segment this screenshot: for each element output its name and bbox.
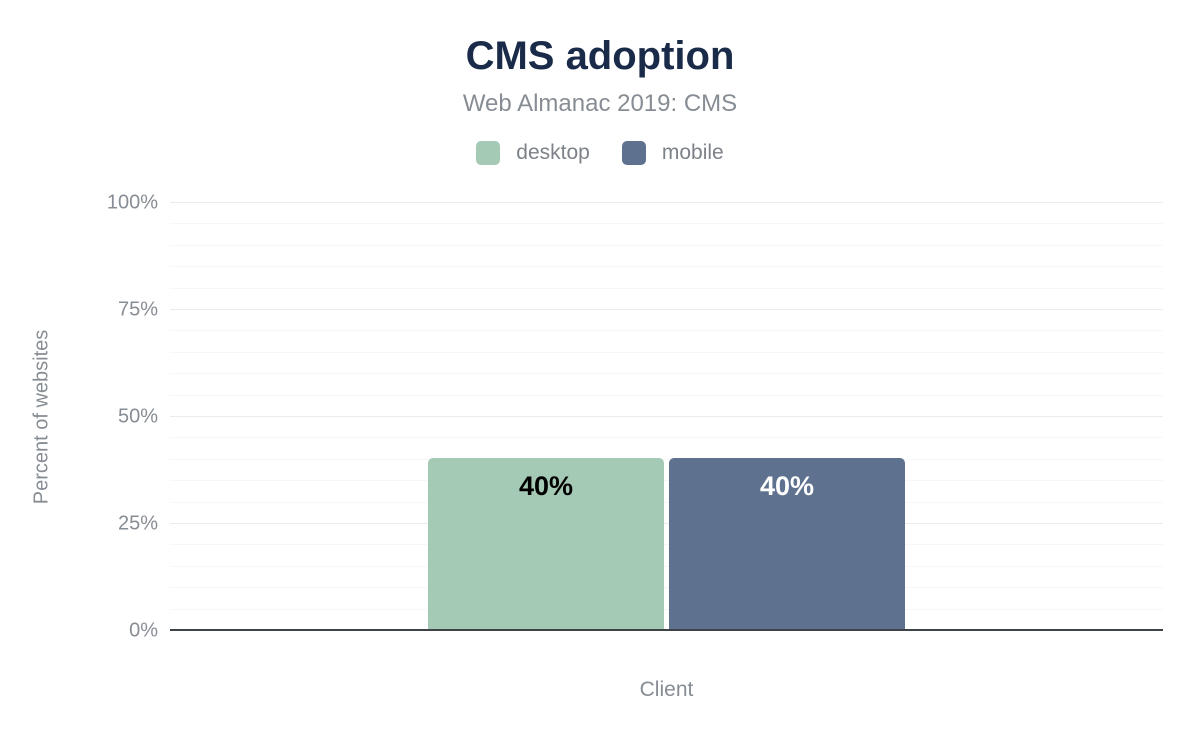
gridline-minor [170, 480, 1163, 482]
legend-swatch-desktop [476, 141, 501, 165]
gridline-minor [170, 394, 1163, 396]
gridline-minor [170, 373, 1163, 375]
bars-group: 40% 40% [428, 457, 905, 629]
gridline-minor [170, 223, 1163, 225]
gridline-minor [170, 565, 1163, 567]
y-tick-label: 25% [117, 512, 158, 535]
gridline-minor [170, 437, 1163, 439]
bar-value-label: 40% [759, 470, 815, 501]
y-tick-label: 75% [117, 298, 158, 321]
legend-item-mobile: mobile [621, 141, 724, 165]
legend-label-mobile: mobile [661, 141, 724, 164]
y-tick-label: 50% [117, 405, 158, 428]
gridline-minor [170, 608, 1163, 610]
gridline-minor [170, 501, 1163, 503]
gridline-minor [170, 244, 1163, 246]
gridline-minor [170, 458, 1163, 460]
y-axis-title: Percent of websites [30, 329, 53, 505]
x-axis-title: Client [639, 678, 694, 701]
legend-label-desktop: desktop [516, 141, 590, 164]
gridline-major [170, 416, 1163, 417]
bar-mobile[interactable]: 40% [669, 457, 905, 629]
gridline-minor [170, 587, 1163, 589]
gridline-major [170, 309, 1163, 310]
legend-swatch-mobile [621, 141, 646, 165]
chart-subtitle: Web Almanac 2019: CMS [462, 90, 738, 117]
x-axis-line [170, 629, 1163, 631]
bar-desktop[interactable]: 40% [428, 457, 664, 629]
gridline-major [170, 523, 1163, 524]
legend-item-desktop: desktop [476, 141, 590, 165]
gridline-minor [170, 287, 1163, 289]
chart-title: CMS adoption [465, 34, 735, 78]
bar-value-label: 40% [518, 470, 574, 501]
y-tick-label: 100% [106, 191, 158, 214]
gridline-major [170, 202, 1163, 203]
gridline-minor [170, 266, 1163, 268]
gridline-minor [170, 330, 1163, 332]
legend: desktop mobile [0, 141, 1200, 165]
gridline-minor [170, 351, 1163, 353]
plot-area: 40% 40% [170, 202, 1163, 631]
y-tick-label: 0% [129, 619, 158, 642]
gridline-minor [170, 544, 1163, 546]
